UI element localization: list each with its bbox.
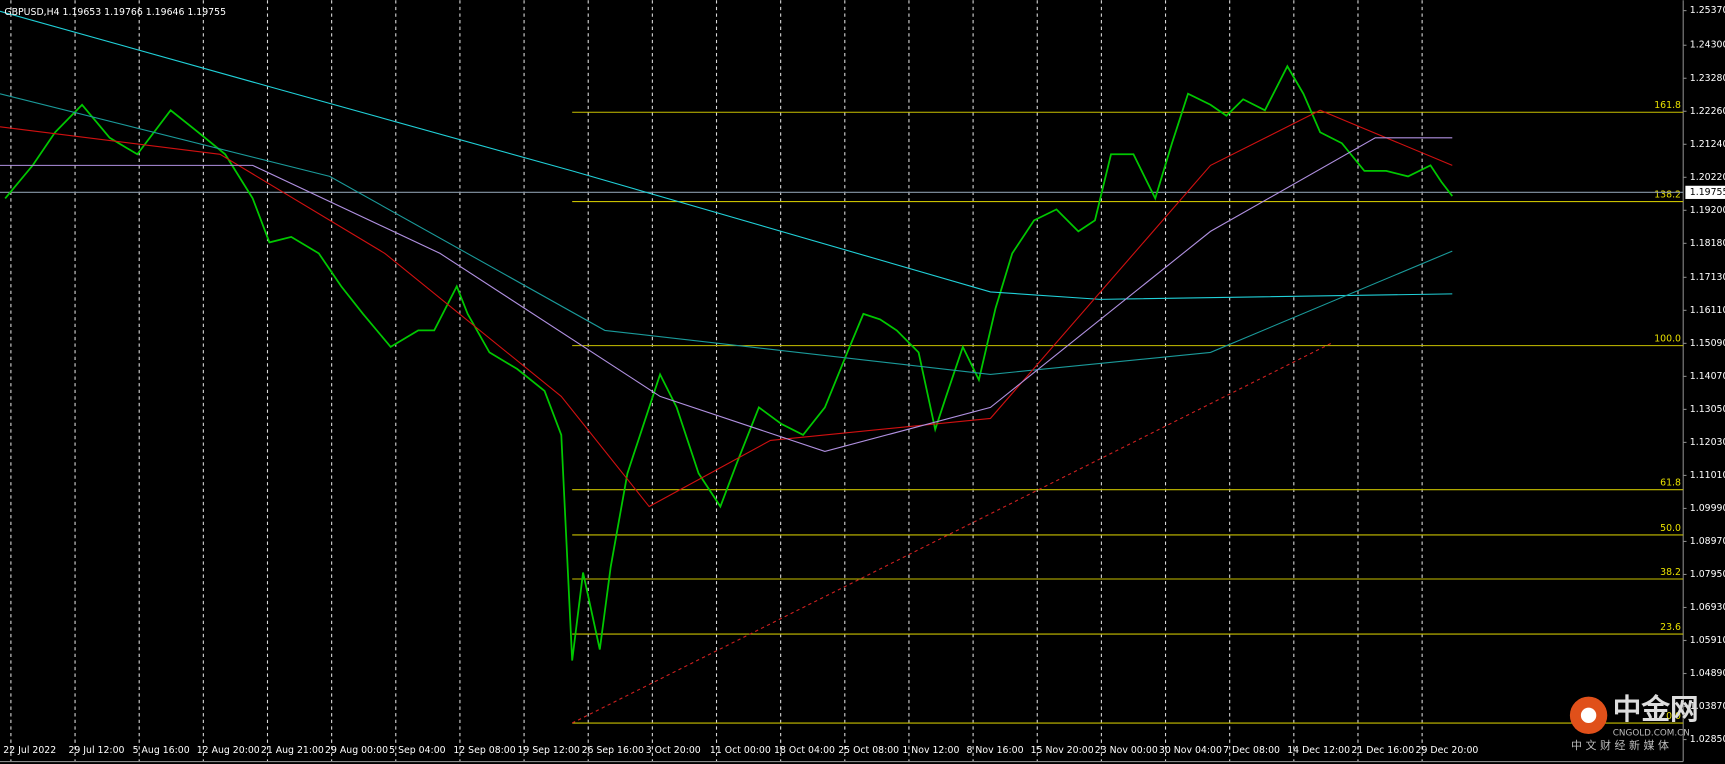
x-tick-label: 7 Dec 08:00 (1223, 745, 1280, 756)
fib-label: 161.8 (1654, 100, 1681, 111)
x-tick-label: 26 Sep 16:00 (582, 745, 644, 756)
x-tick-label: 29 Aug 00:00 (325, 745, 388, 756)
x-tick-label: 5 Sep 04:00 (389, 745, 445, 756)
y-tick-label: 1.22260 (1690, 106, 1725, 117)
y-tick-label: 1.19200 (1690, 205, 1725, 216)
current-price-box (1685, 185, 1725, 199)
watermark-slogan: 中 文 财 经 新 媒 体 (1571, 738, 1669, 752)
fib-label: 0.0 (1666, 711, 1681, 722)
y-tick-label: 1.05910 (1690, 635, 1725, 646)
price-line (4, 64, 1453, 661)
x-tick-label: 22 Jul 2022 (3, 745, 56, 756)
y-tick-label: 1.11010 (1690, 470, 1725, 481)
y-tick-label: 1.06930 (1690, 602, 1725, 613)
x-tick-label: 19 Sep 12:00 (517, 745, 579, 756)
current-price-label: 1.19755 (1690, 187, 1725, 198)
y-tick-label: 1.18180 (1690, 238, 1725, 249)
y-tick-label: 1.02850 (1690, 734, 1725, 745)
x-tick-label: 29 Jul 12:00 (68, 745, 124, 756)
y-tick-label: 1.23280 (1690, 73, 1725, 84)
y-tick-label: 1.15090 (1690, 338, 1725, 349)
y-tick-label: 1.24300 (1690, 40, 1725, 51)
x-tick-label: 23 Nov 00:00 (1095, 745, 1158, 756)
x-tick-label: 5 Aug 16:00 (133, 745, 190, 756)
x-tick-label: 18 Oct 04:00 (774, 745, 835, 756)
x-tick-label: 21 Dec 16:00 (1351, 745, 1414, 756)
moving-average (0, 10, 1453, 300)
y-tick-label: 1.25370 (1690, 5, 1725, 16)
y-tick-label: 1.12030 (1690, 437, 1725, 448)
fib-label: 138.2 (1654, 189, 1681, 200)
watermark-name: 中金网 (1613, 692, 1699, 726)
x-tick-label: 21 Aug 21:00 (261, 745, 324, 756)
y-tick-label: 1.03870 (1690, 701, 1725, 712)
fib-label: 61.8 (1660, 478, 1681, 489)
fib-label: 50.0 (1660, 523, 1681, 534)
x-tick-label: 14 Dec 12:00 (1287, 745, 1350, 756)
logo (1569, 696, 1608, 735)
x-tick-label: 30 Nov 04:00 (1159, 745, 1222, 756)
y-tick-label: 1.17130 (1690, 272, 1725, 283)
moving-average (0, 93, 1453, 375)
trendline (571, 342, 1332, 724)
x-tick-label: 25 Oct 08:00 (838, 745, 899, 756)
logo-inner (1580, 707, 1597, 724)
y-tick-label: 1.04890 (1690, 668, 1725, 679)
y-tick-label: 1.20220 (1690, 172, 1725, 183)
x-tick-label: 12 Sep 08:00 (453, 745, 515, 756)
x-tick-label: 1 Nov 12:00 (902, 745, 959, 756)
y-tick-label: 1.08970 (1690, 536, 1725, 547)
y-tick-label: 1.07950 (1690, 569, 1725, 580)
chart-title: GBPUSD,H4 1.19653 1.19766 1.19646 1.1975… (4, 7, 226, 18)
x-tick-label: 11 Oct 00:00 (710, 745, 771, 756)
x-tick-label: 29 Dec 20:00 (1416, 745, 1479, 756)
x-tick-label: 8 Nov 16:00 (966, 745, 1023, 756)
x-tick-label: 12 Aug 20:00 (197, 745, 260, 756)
fib-label: 23.6 (1660, 622, 1681, 633)
y-tick-label: 1.09990 (1690, 503, 1725, 514)
watermark-domain: CNGOLD.COM.CN (1613, 728, 1690, 738)
y-tick-label: 1.13050 (1690, 404, 1725, 415)
y-tick-label: 1.14070 (1690, 371, 1725, 382)
x-tick-label: 3 Oct 20:00 (646, 745, 701, 756)
y-tick-label: 1.16110 (1690, 305, 1725, 316)
y-tick-label: 1.21240 (1690, 139, 1725, 150)
x-tick-label: 15 Nov 20:00 (1031, 745, 1094, 756)
fib-label: 38.2 (1660, 567, 1681, 578)
moving-average (0, 109, 1453, 508)
moving-average (0, 137, 1453, 452)
fib-label: 100.0 (1654, 334, 1681, 345)
